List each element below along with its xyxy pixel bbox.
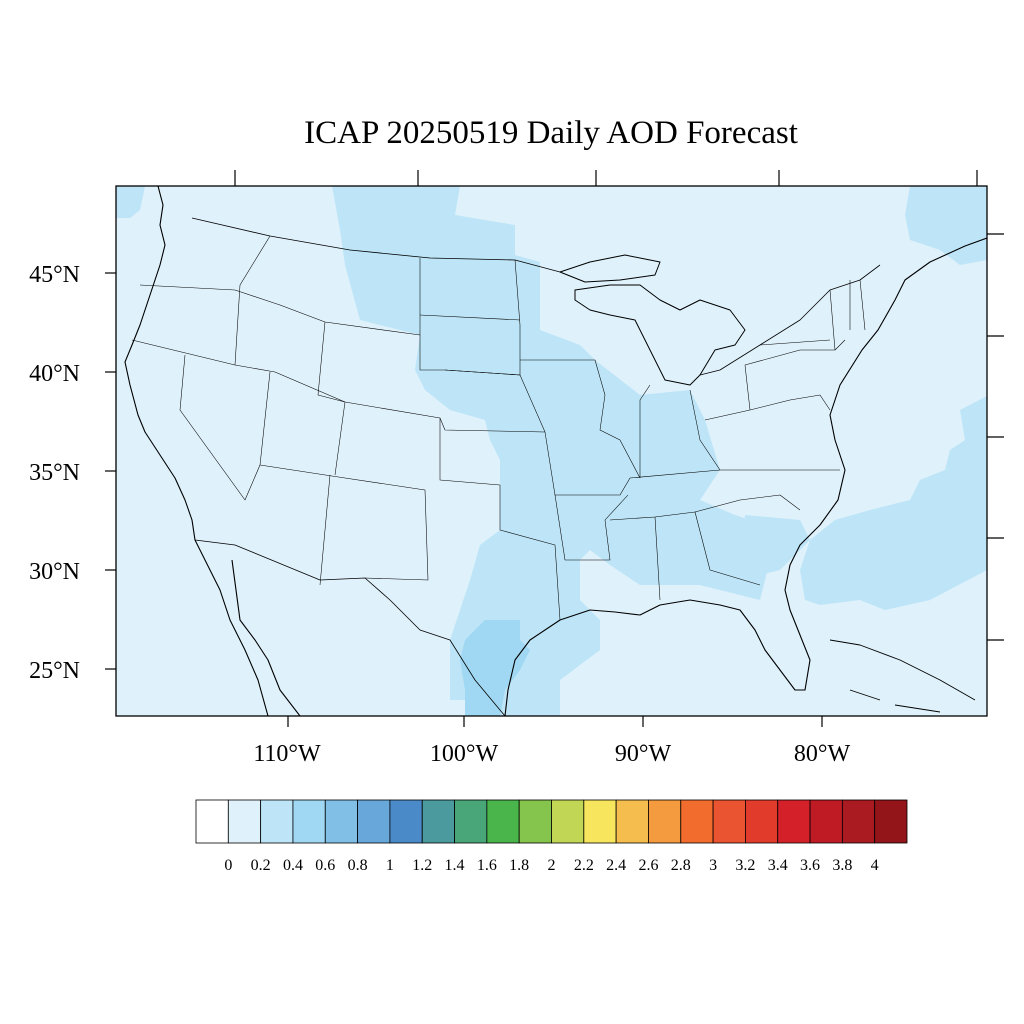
mexico-border bbox=[194, 539, 506, 716]
colorbar-swatch bbox=[777, 799, 811, 844]
colorbar-swatch bbox=[874, 799, 908, 844]
colorbar-swatch bbox=[421, 799, 455, 844]
colorbar-label: 2 bbox=[548, 857, 556, 874]
colorbar-swatch bbox=[680, 799, 714, 844]
aod-region-southeast bbox=[740, 515, 810, 575]
florida-keys-caribbean bbox=[829, 639, 976, 713]
colorbar-label: 3.6 bbox=[800, 857, 820, 874]
lon-label-80w: 80°W bbox=[794, 741, 851, 767]
lat-label-40n: 40°N bbox=[29, 361, 80, 387]
colorbar-swatch bbox=[841, 799, 876, 844]
lon-label-100w: 100°W bbox=[430, 741, 499, 767]
state-boundaries bbox=[131, 235, 866, 621]
colorbar-label: 0 bbox=[224, 857, 232, 874]
colorbar-swatch bbox=[454, 799, 488, 844]
colorbar-swatch bbox=[583, 799, 617, 844]
colorbar-label: 2.6 bbox=[638, 857, 658, 874]
colorbar-swatch bbox=[648, 799, 682, 844]
map-title: ICAP 20250519 Daily AOD Forecast bbox=[304, 115, 798, 151]
boundaries-layer bbox=[124, 186, 987, 716]
aod-region-atlantic bbox=[800, 396, 987, 610]
map-plot-area: 45°N 40°N 35°N 30°N 25°N 110°W 100°W 90°… bbox=[29, 170, 1004, 767]
pacific-coastline bbox=[124, 186, 269, 716]
colorbar-swatch bbox=[486, 799, 520, 844]
colorbar-swatch bbox=[551, 799, 585, 844]
colorbar-labels: 0 0.2 0.4 0.6 0.8 1 1.2 1.4 1.6 1.8 2 2.2 2.4 2.6 2.8 3… bbox=[224, 857, 878, 874]
lat-label-35n: 35°N bbox=[29, 460, 80, 486]
colorbar: 0 0.2 0.4 0.6 0.8 1 1.2 1.4 1.6 1.8 2 2.2 2.4 2.6 2.8 3… bbox=[195, 799, 908, 874]
aod-region-northern-plains bbox=[332, 186, 770, 716]
colorbar-swatch bbox=[712, 799, 746, 844]
colorbar-swatches bbox=[195, 799, 908, 844]
lake-superior bbox=[559, 254, 661, 283]
lat-label-45n: 45°N bbox=[29, 262, 80, 288]
colorbar-label: 1.2 bbox=[412, 857, 432, 874]
colorbar-label: 0.4 bbox=[283, 857, 303, 874]
lon-label-110w: 110°W bbox=[253, 741, 321, 767]
baja-gulf-coast bbox=[231, 559, 301, 716]
colorbar-swatch bbox=[745, 799, 779, 844]
great-lakes-outline bbox=[574, 284, 746, 386]
colorbar-swatch bbox=[357, 799, 391, 844]
colorbar-label: 3.8 bbox=[832, 857, 852, 874]
colorbar-swatch bbox=[227, 799, 262, 844]
colorbar-swatch bbox=[615, 799, 649, 844]
colorbar-label: 3.4 bbox=[768, 857, 788, 874]
map-ticks bbox=[105, 170, 1004, 727]
colorbar-swatch bbox=[809, 799, 843, 844]
colorbar-swatch bbox=[324, 799, 358, 844]
lat-label-25n: 25°N bbox=[29, 658, 80, 684]
colorbar-swatch bbox=[260, 799, 294, 844]
latitude-labels: 45°N 40°N 35°N 30°N 25°N bbox=[29, 262, 80, 684]
colorbar-label: 4 bbox=[871, 857, 879, 874]
aod-fill-layer bbox=[116, 186, 987, 716]
longitude-labels: 110°W 100°W 90°W 80°W bbox=[253, 741, 850, 767]
gulf-coastline bbox=[504, 237, 987, 716]
colorbar-label: 1.6 bbox=[477, 857, 497, 874]
colorbar-label: 1.8 bbox=[509, 857, 529, 874]
colorbar-label: 0.6 bbox=[315, 857, 335, 874]
colorbar-swatch bbox=[518, 799, 552, 844]
colorbar-label: 2.2 bbox=[574, 857, 594, 874]
colorbar-label: 3.2 bbox=[735, 857, 755, 874]
colorbar-label: 2.4 bbox=[606, 857, 626, 874]
colorbar-label: 1 bbox=[386, 857, 394, 874]
map-frame bbox=[115, 185, 988, 717]
colorbar-label: 0.2 bbox=[251, 857, 271, 874]
colorbar-swatch bbox=[292, 799, 326, 844]
aod-region-pacific-nw bbox=[116, 186, 145, 218]
colorbar-label: 1.4 bbox=[445, 857, 465, 874]
colorbar-label: 2.8 bbox=[671, 857, 691, 874]
colorbar-label: 3 bbox=[709, 857, 717, 874]
aod-region-south-texas bbox=[460, 620, 530, 716]
lon-label-90w: 90°W bbox=[615, 741, 672, 767]
lat-label-30n: 30°N bbox=[29, 559, 80, 585]
colorbar-swatch bbox=[195, 799, 229, 844]
colorbar-swatch bbox=[389, 799, 423, 844]
colorbar-label: 0.8 bbox=[348, 857, 368, 874]
